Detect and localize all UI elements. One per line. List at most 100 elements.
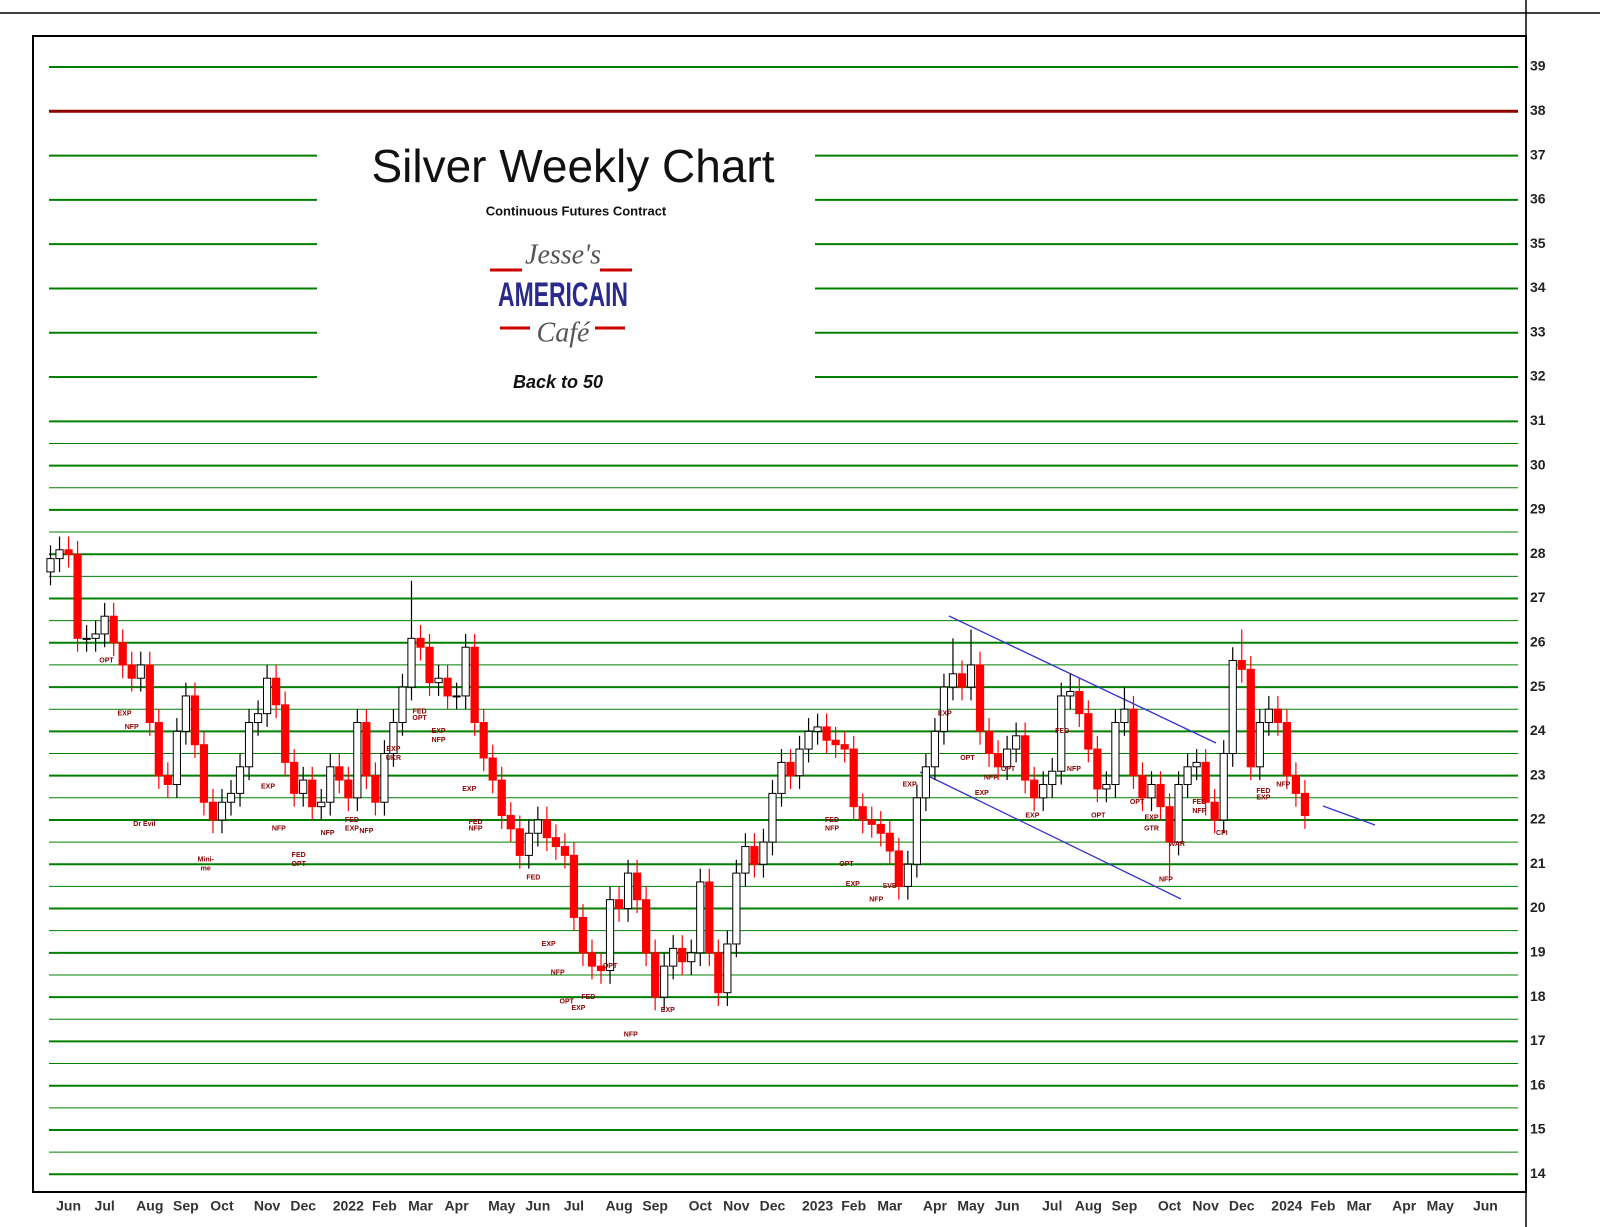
x-tick-label: May [957, 1198, 984, 1214]
candle-body [750, 846, 759, 865]
candle-body [1003, 748, 1012, 768]
candle-body [73, 553, 82, 639]
candle-body [1021, 735, 1030, 781]
candle-body [308, 779, 317, 808]
x-tick-label: Feb [1311, 1198, 1336, 1214]
annotation: CPI [1216, 830, 1228, 837]
candle-body [524, 832, 533, 856]
candle-body [777, 761, 786, 794]
x-tick-label: 2022 [333, 1198, 364, 1214]
x-tick-label: Oct [1158, 1198, 1182, 1214]
candle-body [470, 646, 479, 724]
annotation: EXP [975, 790, 989, 797]
candle-body [876, 823, 885, 834]
candle-body [939, 686, 949, 732]
candle-body [1192, 761, 1201, 768]
candle-body [371, 775, 380, 803]
logo-text: AMERICAIN [498, 276, 628, 314]
annotation: FED [1055, 728, 1069, 735]
candle-body [380, 753, 389, 803]
annotation: FED [1256, 788, 1270, 795]
annotation: EXP [386, 746, 400, 753]
x-tick-label: Sep [642, 1198, 668, 1214]
x-tick-label: Oct [689, 1198, 713, 1214]
candle-body [452, 695, 461, 698]
candle-body [822, 726, 831, 741]
candle-body [244, 722, 254, 768]
x-tick-label: Apr [1392, 1198, 1417, 1214]
candle-body [912, 797, 921, 865]
candle-body [100, 615, 109, 635]
candle-body [1111, 722, 1120, 786]
candle-body [867, 819, 876, 825]
y-tick-label: 18 [1530, 988, 1546, 1004]
logo-text: Jesse's [525, 239, 601, 270]
annotation: EXP [261, 784, 275, 791]
candle-body [1129, 708, 1138, 777]
candle-body [1300, 792, 1310, 817]
candle-body [1057, 695, 1066, 772]
annotation: EXP [118, 710, 132, 717]
candle-body [669, 947, 678, 967]
candle-body [966, 664, 976, 688]
candle-body [1183, 766, 1192, 786]
y-tick-label: 31 [1530, 412, 1546, 428]
candle-body [632, 872, 642, 901]
candle-body [768, 792, 777, 843]
candle-body [82, 637, 91, 640]
chart-title: Silver Weekly Chart [371, 140, 774, 192]
y-tick-label: 38 [1530, 102, 1546, 118]
candle-body [262, 677, 272, 715]
candle-body [1012, 735, 1021, 750]
annotation: OPT [560, 998, 575, 1005]
chart-subtitle: Continuous Futures Contract [486, 203, 667, 218]
annotation: OPT [99, 657, 114, 664]
annotation: FED [345, 817, 359, 824]
candle-body [91, 633, 100, 639]
candle-body [596, 965, 606, 972]
annotation: NFP [1159, 877, 1173, 884]
candle-body [506, 815, 515, 830]
candle-body [840, 744, 849, 750]
candle-body [795, 748, 804, 777]
candle-body [217, 801, 227, 821]
candle-body [1066, 691, 1075, 697]
x-tick-label: 2024 [1271, 1198, 1302, 1214]
annotation: EXP [903, 781, 917, 788]
x-tick-label: Jun [995, 1198, 1020, 1214]
y-tick-label: 28 [1530, 545, 1546, 561]
candle-body [326, 766, 335, 803]
x-tick-label: Aug [1075, 1198, 1102, 1214]
candle-body [199, 744, 209, 803]
candle-body [515, 828, 524, 856]
y-tick-label: 37 [1530, 146, 1546, 162]
tagline: Back to 50 [513, 372, 603, 392]
title-box [317, 132, 815, 404]
candle-body [903, 863, 912, 887]
annotation: WAR [1169, 841, 1185, 848]
candle-body [705, 881, 714, 954]
x-tick-label: Oct [210, 1198, 234, 1214]
candle-body [560, 846, 570, 856]
y-tick-label: 26 [1530, 633, 1546, 649]
y-tick-label: 27 [1530, 589, 1546, 605]
annotation: SVB [883, 883, 897, 890]
y-tick-label: 24 [1530, 722, 1546, 738]
candle-body [569, 854, 579, 918]
candle-body [831, 739, 840, 746]
annotation: NFP [125, 724, 139, 731]
x-tick-label: Dec [1229, 1198, 1255, 1214]
candle-body [389, 722, 398, 755]
annotation: EXP [1025, 812, 1039, 819]
candle-body [425, 646, 434, 684]
annotation: FED [526, 874, 540, 881]
annotation: NFP [1067, 766, 1081, 773]
candle-body [651, 952, 660, 998]
candle-body [1228, 660, 1237, 755]
x-tick-label: Dec [290, 1198, 316, 1214]
candle-body [1264, 708, 1273, 724]
annotation: GTR [1144, 826, 1159, 833]
annotation: EXP [1256, 795, 1270, 802]
trend-line [919, 771, 1182, 900]
candle-body [434, 677, 443, 684]
